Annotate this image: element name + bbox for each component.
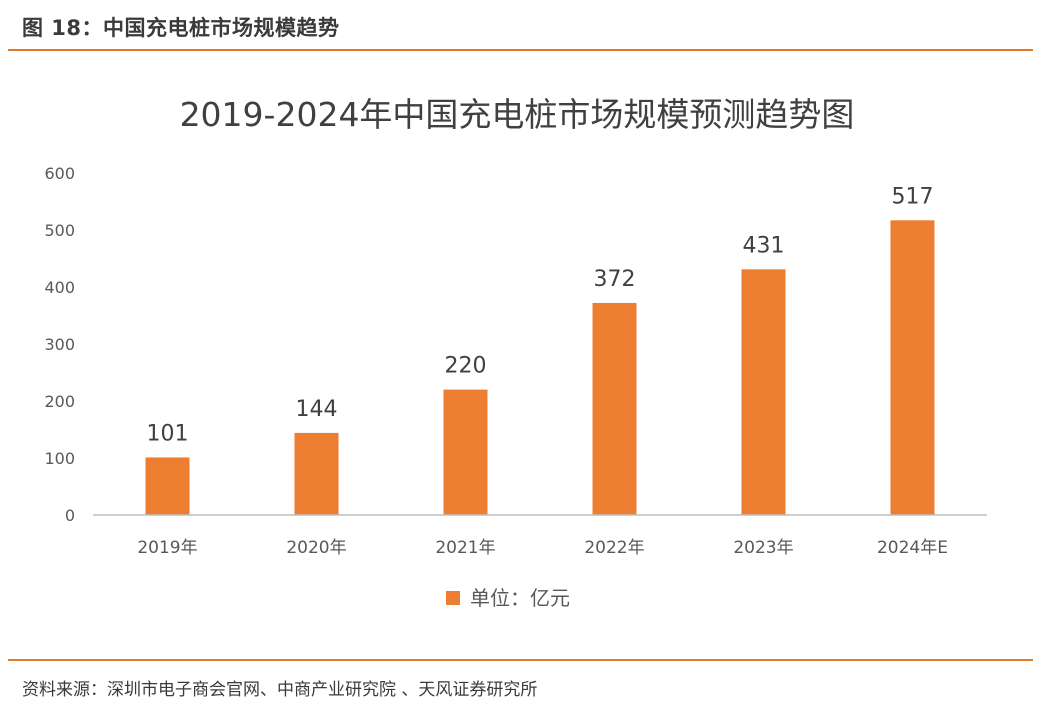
x-category-label: 2019年	[137, 538, 197, 558]
bar-chart: 2019-2024年中国充电桩市场规模预测趋势图 0 100 200 300 400 50…	[44, 95, 987, 610]
footer-divider	[8, 659, 1033, 661]
x-category-label: 2022年	[584, 538, 644, 558]
y-tick-label: 0	[65, 506, 75, 525]
x-category-label: 2023年	[733, 538, 793, 558]
bar-4	[592, 302, 637, 515]
data-label: 101	[147, 421, 189, 446]
data-label: 220	[445, 354, 487, 379]
y-tick-label: 500	[44, 221, 75, 240]
y-tick-label: 300	[44, 335, 75, 354]
x-axis-categories: 2019年 2020年 2021年 2022年 2023年 2024年E	[137, 538, 948, 558]
y-axis-ticks: 0 100 200 300 400 500 600	[44, 164, 75, 525]
data-label: 431	[743, 233, 785, 258]
legend-label: 单位：亿元	[470, 586, 570, 610]
legend: 单位：亿元	[446, 586, 570, 610]
x-category-label: 2020年	[286, 538, 346, 558]
bars	[145, 220, 935, 515]
bar-3	[443, 389, 488, 515]
bar-5	[741, 269, 786, 515]
data-label: 144	[296, 397, 338, 422]
x-category-label: 2024年E	[877, 538, 948, 558]
y-tick-label: 100	[44, 449, 75, 468]
bar-6	[890, 220, 935, 515]
y-tick-label: 600	[44, 164, 75, 183]
chart-title: 2019-2024年中国充电桩市场规模预测趋势图	[180, 95, 855, 134]
y-tick-label: 200	[44, 392, 75, 411]
legend-swatch	[446, 591, 460, 605]
data-label: 517	[892, 184, 934, 209]
data-label: 372	[594, 267, 636, 292]
bar-1	[145, 457, 190, 515]
source-note: 资料来源：深圳市电子商会官网、中商产业研究院 、天风证券研究所	[22, 680, 538, 700]
x-category-label: 2021年	[435, 538, 495, 558]
figure-title: 图 18：中国充电桩市场规模趋势	[22, 16, 340, 40]
bar-2	[294, 432, 339, 515]
data-labels: 101 144 220 372 431 517	[147, 184, 934, 446]
header-divider	[8, 49, 1033, 51]
y-tick-label: 400	[44, 278, 75, 297]
